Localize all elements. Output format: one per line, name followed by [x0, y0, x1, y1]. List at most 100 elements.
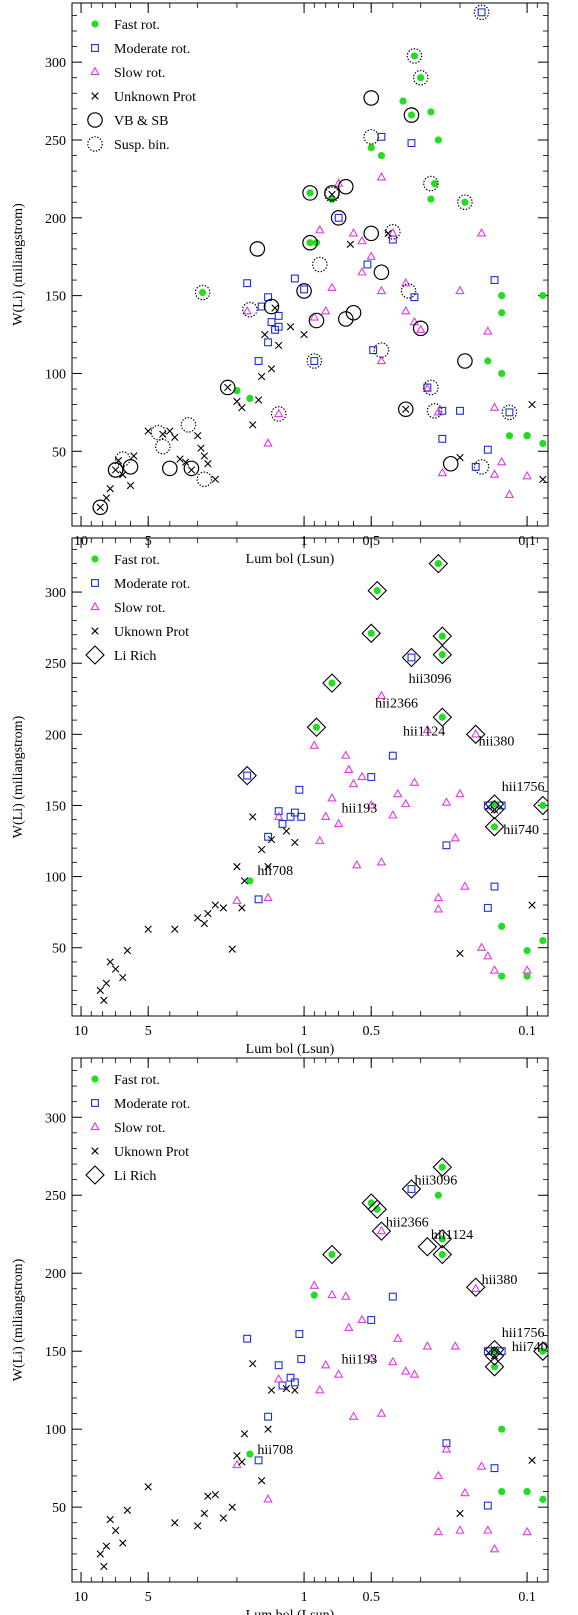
unknown-point — [130, 452, 138, 460]
star-label: hii708 — [257, 864, 293, 879]
lirich-point — [533, 1341, 548, 1361]
slow-point — [433, 892, 444, 902]
slow-point — [320, 811, 331, 820]
unknown-point — [106, 484, 114, 493]
fast-point — [498, 292, 506, 300]
slow-point — [489, 965, 500, 974]
legend-marker-lirich — [85, 1165, 105, 1185]
moderate-point — [290, 1378, 299, 1387]
unknown-point — [238, 904, 246, 912]
slow-point — [422, 724, 433, 734]
fast-point — [438, 651, 446, 659]
unknown-point — [144, 925, 152, 933]
moderate-point — [388, 751, 397, 760]
unknown-point — [233, 1451, 241, 1460]
slow-point — [348, 228, 359, 237]
unknown-point — [96, 986, 104, 995]
legend-label-slow: Slow rot. — [114, 1121, 165, 1136]
moderate-point — [290, 274, 299, 283]
slow-point — [489, 1543, 500, 1553]
unknown-point — [248, 813, 257, 821]
y-axis-label: W(Li) (miliangstrom) — [11, 1258, 26, 1381]
unknown-point — [111, 466, 120, 474]
vbsb-point — [403, 107, 420, 123]
unknown-point — [111, 1526, 120, 1535]
vbsb-point — [338, 311, 354, 327]
x-tick-label: 0.5 — [362, 1024, 380, 1039]
moderate-point — [243, 771, 252, 780]
y-axis-label: W(Li) (miliangstrom) — [11, 715, 26, 838]
unknown-point — [123, 1506, 132, 1514]
moderate-point — [286, 812, 295, 821]
slow-point — [393, 788, 403, 798]
unknown-point — [528, 1456, 536, 1465]
slow-point — [522, 1526, 532, 1536]
x-tick-label: 0.5 — [362, 1590, 380, 1605]
fast-point — [312, 239, 321, 247]
moderate-point — [274, 311, 283, 320]
unknown-point — [267, 835, 276, 844]
moderate-point — [254, 1456, 263, 1465]
unknown-point — [119, 1539, 127, 1547]
vbsb-point — [183, 460, 200, 477]
slow-point — [273, 811, 284, 820]
fast-point — [539, 292, 547, 300]
slow-point — [273, 408, 284, 418]
unknown-point — [267, 365, 276, 373]
vbsb-point — [412, 320, 429, 337]
slow-point — [504, 489, 515, 499]
moderate-point — [456, 406, 464, 415]
fast-point — [312, 723, 321, 731]
fast-point — [523, 1487, 531, 1496]
y-tick-label: 300 — [45, 56, 66, 71]
slow-point — [422, 383, 433, 393]
slow-point — [309, 740, 320, 749]
slow-point — [344, 1322, 354, 1331]
slow-point — [263, 892, 273, 902]
unknown-point — [528, 901, 536, 909]
lirich-point — [484, 794, 505, 814]
legend-marker-suspbin — [87, 136, 103, 152]
vbsb-point — [162, 460, 178, 477]
slow-point — [455, 1525, 465, 1534]
chart-panel-2: 10 5 1 0.5 0.1 50 100 150 200 250 300 Lum bol (Lsun… — [11, 537, 549, 1057]
legend-label-unknown: Uknown Prot — [114, 1145, 189, 1160]
lirich-point — [361, 623, 381, 644]
unknown-point — [126, 481, 135, 490]
suspbin-point — [400, 283, 417, 299]
x-axis-label: Lum bol (Lsun) — [246, 1042, 335, 1057]
moderate-point — [254, 895, 263, 904]
slow-point — [320, 1359, 331, 1369]
suspbin-point — [107, 462, 124, 478]
moderate-point — [407, 139, 416, 148]
fast-point — [498, 1425, 506, 1433]
unknown-point — [274, 341, 283, 350]
slow-point — [433, 1526, 444, 1536]
lirich-point — [432, 1229, 453, 1249]
fast-point — [417, 74, 425, 82]
moderate-point — [438, 434, 447, 443]
legend-label-fast: Fast rot. — [114, 1073, 160, 1088]
moderate-point — [388, 235, 397, 244]
vbsb-point — [219, 379, 236, 396]
unknown-point — [240, 877, 249, 885]
fast-point — [246, 1450, 254, 1458]
fast-point — [505, 432, 514, 440]
legend-marker-fast — [91, 555, 99, 563]
unknown-point — [100, 1562, 108, 1571]
lirich-point — [371, 1221, 392, 1241]
unknown-point — [346, 240, 355, 248]
unknown-point — [119, 470, 127, 479]
y-tick-label: 150 — [45, 799, 66, 814]
star-label: hii193 — [341, 1353, 377, 1368]
star-label: hii1756 — [502, 1326, 545, 1341]
legend-marker-vbsb — [87, 112, 103, 128]
suspbin-point — [150, 424, 167, 441]
unknown-point — [267, 1386, 276, 1394]
slow-point — [344, 764, 354, 774]
slow-point — [376, 355, 387, 365]
slow-point — [476, 942, 487, 951]
slow-point — [476, 1461, 487, 1470]
moderate-point — [297, 1355, 306, 1363]
fast-point — [498, 1487, 506, 1496]
